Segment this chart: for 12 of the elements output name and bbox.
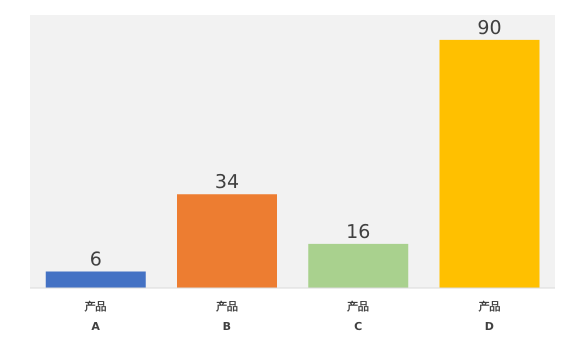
x-tick-label: 产品 B: [214, 300, 238, 333]
data-label: 34: [214, 171, 240, 194]
data-label: 6: [90, 248, 102, 270]
x-tick-label: 产品 A: [84, 300, 107, 333]
data-label: 16: [346, 220, 370, 243]
bar: [308, 244, 408, 288]
bar: [46, 271, 146, 288]
x-tick-label: 产品 D: [477, 300, 500, 333]
data-label: 90: [477, 16, 502, 39]
x-tick-label: 产品 C: [346, 300, 370, 333]
bar: [440, 40, 540, 288]
bar: [177, 194, 277, 288]
